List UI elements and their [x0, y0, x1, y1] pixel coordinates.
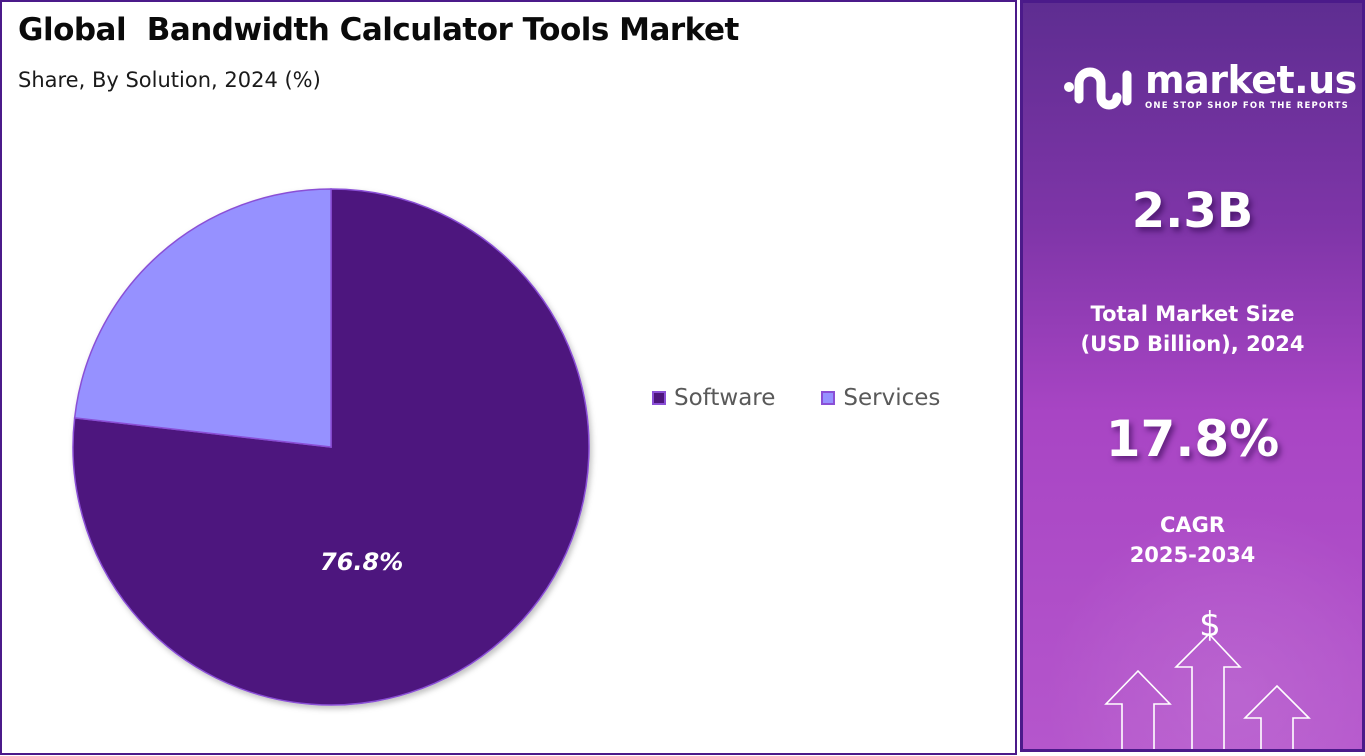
cagr-label-line1: CAGR [1159, 513, 1226, 537]
market-size-label-line2: (USD Billion), 2024 [1080, 332, 1305, 356]
brand-tagline: ONE STOP SHOP FOR THE REPORTS [1145, 101, 1349, 111]
cagr-label-line2: 2025-2034 [1129, 543, 1256, 567]
software-swatch-icon [652, 391, 666, 405]
services-swatch-icon [821, 391, 836, 405]
legend-item-services[interactable]: Services [821, 385, 940, 411]
market-us-logo: market.us ONE STOP SHOP FOR THE REPORTS [1063, 59, 1357, 113]
cagr-value: 17.8% [1105, 410, 1280, 468]
chart-panel: Global Bandwidth Calculator Tools Market… [0, 0, 1017, 755]
market-size-label-line1: Total Market Size [1090, 302, 1295, 326]
pie-slice-software[interactable] [72, 188, 590, 706]
legend-label-software: Software [674, 385, 776, 411]
brand-logo-icon [1064, 67, 1132, 110]
pie-slice-services[interactable] [73, 188, 332, 448]
legend-label-services: Services [843, 385, 941, 411]
market-size-value: 2.3B [1131, 183, 1254, 239]
software-share-label: 76.8% [320, 548, 404, 576]
brand-name: market.us [1145, 58, 1357, 102]
legend-item-software[interactable]: Software [652, 385, 775, 411]
chart-title: Global Bandwidth Calculator Tools Market [18, 12, 739, 48]
dollar-icon: $ [1199, 605, 1221, 645]
summary-sidebar: market.us ONE STOP SHOP FOR THE REPORTS … [1020, 0, 1365, 752]
growth-arrows-icon: $ [1104, 605, 1311, 749]
legend: Software Services [652, 385, 940, 411]
pie-chart [72, 188, 590, 706]
chart-subtitle: Share, By Solution, 2024 (%) [18, 68, 321, 92]
